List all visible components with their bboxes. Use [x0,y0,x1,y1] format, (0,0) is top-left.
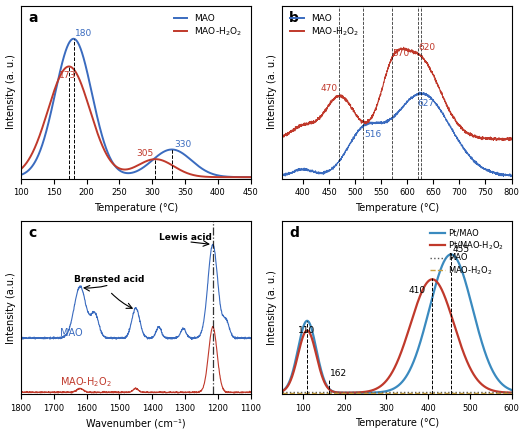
Text: b: b [289,11,299,25]
X-axis label: Temperature (°C): Temperature (°C) [355,203,439,213]
Y-axis label: Intensity (a. u.): Intensity (a. u.) [6,55,16,129]
Text: Lewis acid: Lewis acid [159,233,212,242]
Text: 162: 162 [330,369,347,378]
Text: 570: 570 [393,49,410,59]
X-axis label: Temperature (°C): Temperature (°C) [94,203,178,213]
Text: Brønsted acid: Brønsted acid [75,275,145,284]
Text: 455: 455 [452,245,469,253]
Text: 620: 620 [419,43,436,52]
Text: MAO: MAO [60,328,83,338]
Text: 470: 470 [320,84,338,93]
Text: a: a [28,11,37,25]
Text: MAO-H$_2$O$_2$: MAO-H$_2$O$_2$ [60,375,112,388]
X-axis label: Temperature (°C): Temperature (°C) [355,418,439,428]
Legend: Pt/MAO, Pt/MAO-H$_2$O$_2$, MAO, MAO-H$_2$O$_2$: Pt/MAO, Pt/MAO-H$_2$O$_2$, MAO, MAO-H$_2… [426,225,507,280]
Text: 110: 110 [298,326,315,335]
Y-axis label: Intensity (a.u.): Intensity (a.u.) [6,272,16,344]
Text: 173: 173 [59,70,76,79]
Text: 305: 305 [136,149,153,158]
Y-axis label: Intensity (a. u.): Intensity (a. u.) [267,55,277,129]
Legend: MAO, MAO-H$_2$O$_2$: MAO, MAO-H$_2$O$_2$ [170,10,246,42]
Text: c: c [28,227,36,240]
Text: 180: 180 [75,29,92,38]
Text: d: d [289,227,299,240]
Text: 330: 330 [174,140,191,149]
Text: 627: 627 [418,99,435,108]
Text: 410: 410 [409,286,426,295]
Text: 516: 516 [364,130,382,139]
X-axis label: Wavenumber (cm⁻¹): Wavenumber (cm⁻¹) [86,418,186,428]
Legend: MAO, MAO-H$_2$O$_2$: MAO, MAO-H$_2$O$_2$ [287,10,363,42]
Y-axis label: Intensity (a. u.): Intensity (a. u.) [267,270,277,345]
